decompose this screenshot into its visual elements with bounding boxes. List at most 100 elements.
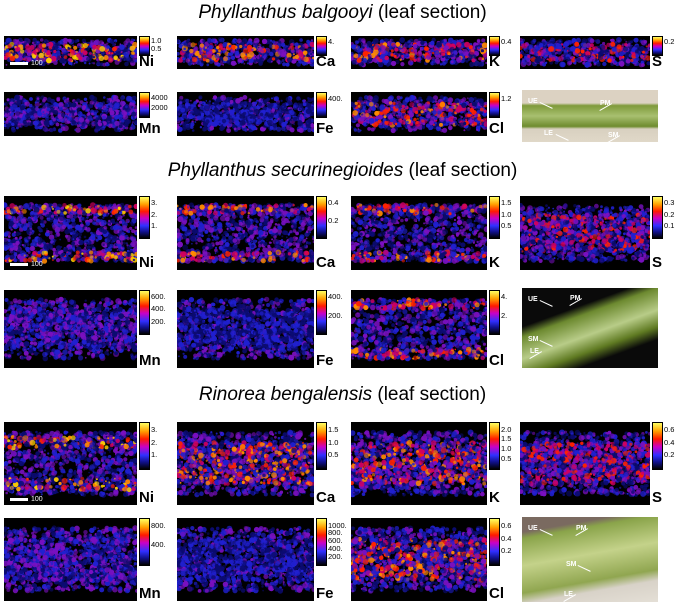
section-suffix: (leaf section)	[372, 384, 486, 405]
photo-label-ue: UE	[528, 296, 538, 303]
section-suffix: (leaf section)	[373, 2, 487, 23]
colorbar-tick-label: 200.	[328, 312, 343, 320]
colorbar-tick-label: 0.4	[664, 439, 674, 447]
colorbar-tick-label: 1000.	[328, 522, 347, 530]
colorbar-tick-label: 1.0	[151, 37, 161, 45]
scale-bar-label: 100	[31, 496, 43, 503]
colorbar-tick-label: 0.2	[664, 38, 674, 46]
element-symbol: K	[489, 54, 500, 69]
colorbar-tick-label: 400.	[151, 541, 166, 549]
map-pixels	[177, 290, 314, 368]
xrf-map-image	[4, 518, 137, 601]
xrf-map-image	[520, 422, 650, 505]
element-symbol: Fe	[316, 353, 334, 368]
scale-bar	[10, 498, 28, 501]
photo-label-pm: PM	[600, 100, 611, 107]
xrf-map-image: 100	[4, 36, 137, 69]
leaf-section-photo: UE PM SM LE	[522, 288, 658, 368]
colorbar	[652, 422, 663, 470]
xrf-map-image	[177, 518, 314, 601]
colorbar-tick-label: 1.0	[328, 439, 338, 447]
xrf-map-image	[520, 36, 650, 69]
photo-label-pm: PM	[576, 525, 587, 532]
section-title: Phyllanthus balgooyi (leaf section)	[0, 2, 685, 24]
map-pixels	[4, 92, 137, 136]
element-symbol: Fe	[316, 121, 334, 136]
map-pixels	[351, 36, 487, 69]
xrf-map-image	[520, 196, 650, 270]
colorbar-tick-label: 0.2	[501, 547, 511, 555]
element-symbol: Fe	[316, 586, 334, 601]
xrf-map-image	[351, 36, 487, 69]
element-symbol: Cl	[489, 353, 504, 368]
photo-arrow	[577, 565, 591, 572]
colorbar-tick-label: 0.2	[664, 211, 674, 219]
colorbar-tick-label: 3.	[151, 426, 157, 434]
colorbar-tick-label: 1.5	[328, 426, 338, 434]
colorbar	[489, 518, 500, 566]
element-symbol: Cl	[489, 121, 504, 136]
map-pixels	[351, 290, 487, 368]
map-pixels	[520, 196, 650, 270]
photo-arrow	[539, 300, 553, 307]
colorbar	[139, 290, 150, 335]
colorbar-tick-label: 0.1	[664, 222, 674, 230]
colorbar	[316, 36, 327, 56]
leaf-section-photo: UE PM SM LE	[522, 517, 658, 602]
photo-label-le: LE	[530, 348, 539, 355]
element-symbol: Ca	[316, 255, 335, 270]
colorbar-tick-label: 0.4	[328, 199, 338, 207]
colorbar-tick-label: 0.2	[664, 451, 674, 459]
colorbar-tick-label: 1.5	[501, 435, 511, 443]
species-name: Phyllanthus securinegioides	[168, 160, 404, 181]
photo-arrow	[539, 340, 553, 347]
map-pixels	[177, 36, 314, 69]
map-pixels	[351, 92, 487, 136]
element-symbol: Ni	[139, 490, 154, 505]
xrf-map-image	[4, 92, 137, 136]
colorbar	[316, 196, 327, 239]
colorbar-tick-label: 600.	[151, 293, 166, 301]
colorbar-tick-label: 4000	[151, 94, 168, 102]
section-suffix: (leaf section)	[403, 160, 518, 181]
colorbar-tick-label: 1.2	[501, 95, 511, 103]
colorbar-tick-label: 2.	[501, 312, 507, 320]
colorbar	[489, 290, 500, 335]
colorbar-tick-label: 800.	[328, 529, 343, 537]
scale-bar-label: 100	[31, 60, 43, 67]
colorbar-tick-label: 800.	[151, 522, 166, 530]
colorbar	[489, 196, 500, 239]
section-title: Phyllanthus securinegioides (leaf sectio…	[0, 160, 685, 182]
colorbar-tick-label: 4.	[501, 293, 507, 301]
species-name: Rinorea bengalensis	[199, 384, 372, 405]
scale-bar-label: 100	[31, 261, 43, 268]
map-pixels	[351, 422, 487, 505]
photo-arrow	[539, 529, 553, 536]
photo-label-sm: SM	[528, 336, 539, 343]
xrf-map-image	[351, 92, 487, 136]
colorbar	[652, 36, 663, 56]
map-pixels	[520, 422, 650, 505]
map-pixels	[4, 518, 137, 601]
colorbar	[139, 196, 150, 239]
photo-label-sm: SM	[608, 132, 619, 139]
colorbar-tick-label: 400.	[151, 305, 166, 313]
xrf-map-image	[177, 196, 314, 270]
colorbar-tick-label: 2000	[151, 104, 168, 112]
colorbar-tick-label: 0.6	[664, 426, 674, 434]
photo-arrow	[555, 134, 569, 141]
colorbar-tick-label: 0.2	[328, 217, 338, 225]
photo-arrow	[539, 102, 553, 109]
map-pixels	[4, 422, 137, 505]
map-pixels	[177, 92, 314, 136]
colorbar-tick-label: 0.3	[664, 199, 674, 207]
colorbar-tick-label: 1.0	[501, 445, 511, 453]
colorbar	[139, 92, 150, 118]
colorbar	[139, 36, 150, 56]
colorbar	[316, 290, 327, 335]
scale-bar	[10, 263, 28, 266]
colorbar	[316, 422, 327, 470]
element-symbol: Mn	[139, 586, 161, 601]
photo-label-ue: UE	[528, 525, 538, 532]
map-pixels	[351, 196, 487, 270]
